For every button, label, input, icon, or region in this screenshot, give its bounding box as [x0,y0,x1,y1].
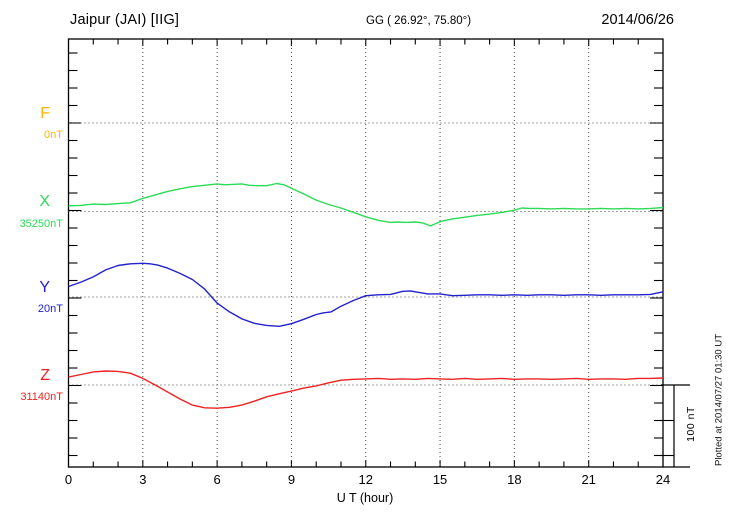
x-tick-label: 18 [507,472,522,487]
header: Jaipur (JAI) [IIG] GG ( 26.92°, 75.80°) … [0,12,730,32]
x-tick-label: 21 [581,472,596,487]
trace-baseline-value-Z: 31140nT [20,391,63,403]
trace-Y [68,262,664,327]
x-tick-label: 24 [655,472,671,487]
x-tick-label: 9 [287,472,296,487]
plotted-note: Plotted at 2014/07/27 01:30 UT [713,333,725,467]
x-axis-title: U T (hour) [336,491,394,505]
scale-bar-label: 100 nT [685,406,697,442]
trace-label-Y: Y [39,278,50,296]
x-tick-label: 15 [432,472,448,487]
trace-label-F: F [40,104,50,122]
trace-label-Z: Z [40,366,50,384]
x-tick-label: 6 [213,472,221,487]
plot-date: 2014/06/26 [601,12,674,28]
station-title: Jaipur (JAI) [IIG] [70,12,180,28]
trace-Z [68,370,664,409]
trace-baseline-value-X: 35250nT [19,217,63,230]
trace-X [68,182,664,227]
trace-label-X: X [39,193,50,210]
x-tick-label: 3 [139,472,147,487]
x-tick-label: 0 [64,472,73,487]
x-tick-label: 12 [358,472,373,487]
trace-baseline-value-Y: 20nT [37,303,63,315]
geo-coordinates: GG ( 26.92°, 75.80°) [366,15,472,27]
trace-baseline-value-F: 0nT [44,129,63,141]
